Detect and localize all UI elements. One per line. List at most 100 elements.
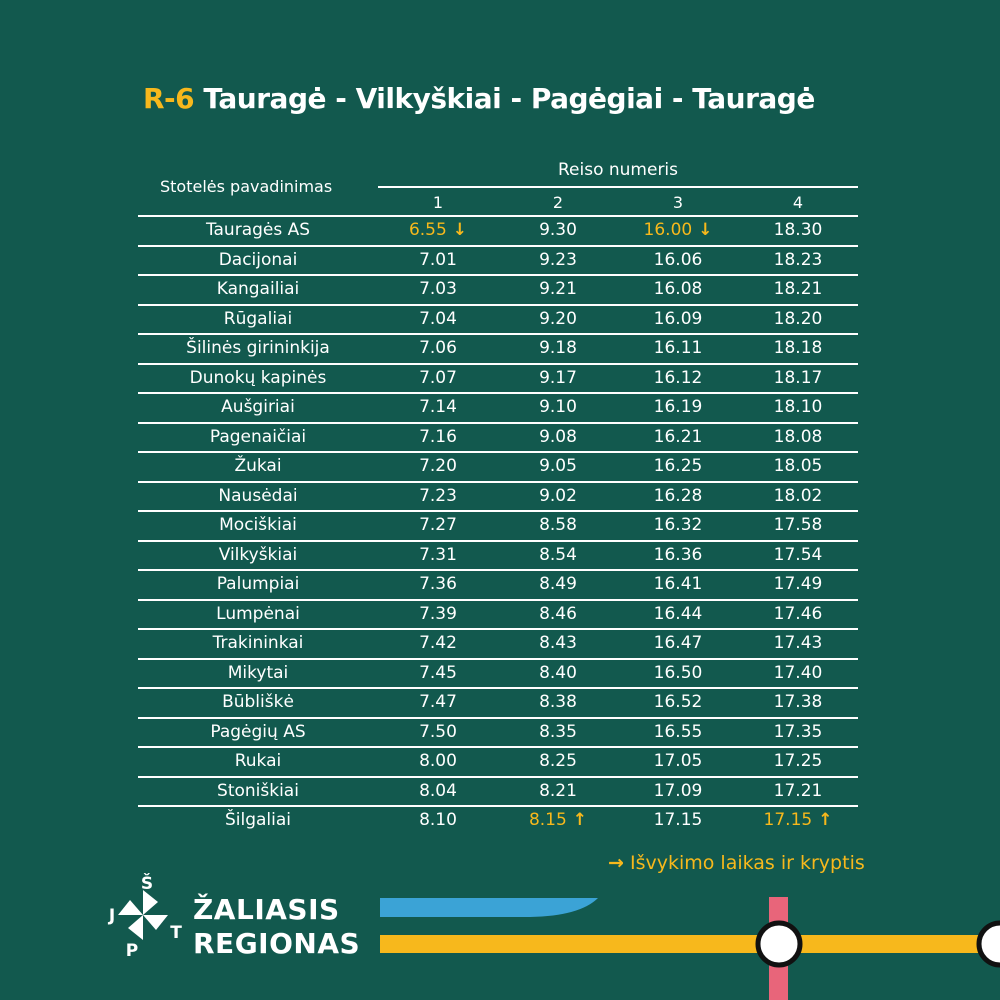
time-cell: 7.47: [378, 687, 498, 718]
time-cell: 7.42: [378, 628, 498, 659]
trip-number-3: 3: [672, 193, 684, 212]
arrow-down-icon: ↓: [698, 220, 713, 241]
time-value: 16.50: [653, 662, 703, 683]
time-value: 18.30: [773, 220, 823, 241]
time-value: 17.05: [653, 751, 703, 772]
stop-name: Kangailiai: [138, 274, 378, 305]
time-value: 7.06: [419, 338, 457, 359]
time-cell: 7.01: [378, 244, 498, 275]
time-cell: 7.23: [378, 480, 498, 511]
time-value: 18.05: [773, 456, 823, 477]
time-cell: 17.40: [738, 657, 858, 688]
time-cell: 8.25: [498, 746, 618, 777]
time-value: 17.46: [773, 603, 823, 624]
time-value: 16.44: [653, 603, 703, 624]
time-cell: 16.52: [618, 687, 738, 718]
time-cell: 17.15: [618, 805, 738, 835]
time-cell: 16.36: [618, 539, 738, 570]
time-value: 17.38: [773, 692, 823, 713]
table-row: Žukai 7.20 9.05 16.25 18.05: [138, 451, 858, 482]
time-cell: 18.21: [738, 274, 858, 305]
stop-name: Pagėgių AS: [138, 716, 378, 747]
time-cell: 18.02: [738, 480, 858, 511]
logo-letter-j: J: [108, 906, 115, 926]
transit-line-decoration: [380, 897, 1000, 1000]
table-row: Pagenaičiai 7.16 9.08 16.21 18.08: [138, 421, 858, 452]
time-cell: 8.54: [498, 539, 618, 570]
time-value: 16.00: [643, 220, 693, 241]
time-value: 17.49: [773, 574, 823, 595]
time-cell: 16.44: [618, 598, 738, 629]
time-cell: 9.20: [498, 303, 618, 334]
time-cell: 8.58: [498, 510, 618, 541]
table-row: Rukai 8.00 8.25 17.05 17.25: [138, 746, 858, 777]
time-value: 7.20: [419, 456, 457, 477]
table-row: Mikytai 7.45 8.40 16.50 17.40: [138, 657, 858, 688]
stop-name: Dacijonai: [138, 244, 378, 275]
brand-line-1: ŽALIASIS: [193, 893, 340, 926]
time-cell: 18.18: [738, 333, 858, 364]
time-value: 16.55: [653, 721, 703, 742]
time-cell: 16.28: [618, 480, 738, 511]
brand-line-2: REGIONAS: [193, 927, 361, 960]
time-value: 7.39: [419, 603, 457, 624]
stop-name: Rukai: [138, 746, 378, 777]
table-row: Mociškiai 7.27 8.58 16.32 17.58: [138, 510, 858, 541]
time-value: 18.17: [773, 367, 823, 388]
stop-name: Pagenaičiai: [138, 421, 378, 452]
time-cell: 9.21: [498, 274, 618, 305]
time-value: 7.23: [419, 485, 457, 506]
time-cell: 6.55 ↓: [378, 215, 498, 246]
time-cell: 17.35: [738, 716, 858, 747]
time-value: 18.02: [773, 485, 823, 506]
stop-name: Tauragės AS: [138, 215, 378, 246]
trip-column-header: Reiso numeris: [557, 160, 679, 180]
time-value: 7.04: [419, 308, 457, 329]
time-value: 8.35: [539, 721, 577, 742]
time-value: 17.25: [773, 751, 823, 772]
time-cell: 18.30: [738, 215, 858, 246]
table-row: Stoniškiai 8.04 8.21 17.09 17.21: [138, 775, 858, 806]
time-cell: 8.00: [378, 746, 498, 777]
arrow-down-icon: ↓: [452, 220, 468, 241]
time-value: 7.42: [419, 633, 457, 654]
time-value: 16.11: [653, 338, 703, 359]
time-cell: 7.07: [378, 362, 498, 393]
time-value: 8.54: [539, 544, 577, 565]
time-cell: 9.05: [498, 451, 618, 482]
time-value: 8.38: [539, 692, 577, 713]
time-value: 16.09: [653, 308, 703, 329]
trip-number-1: 1: [432, 193, 444, 212]
table-row: Pagėgių AS 7.50 8.35 16.55 17.35: [138, 716, 858, 747]
time-cell: 8.35: [498, 716, 618, 747]
time-cell: 7.14: [378, 392, 498, 423]
time-cell: 7.20: [378, 451, 498, 482]
time-value: 18.08: [773, 426, 823, 447]
time-value: 7.14: [419, 397, 457, 418]
time-cell: 7.04: [378, 303, 498, 334]
time-cell: 9.10: [498, 392, 618, 423]
time-cell: 7.27: [378, 510, 498, 541]
time-value: 17.54: [773, 544, 823, 565]
time-cell: 17.49: [738, 569, 858, 600]
time-cell: 7.06: [378, 333, 498, 364]
table-row: Būbliškė 7.47 8.38 16.52 17.38: [138, 687, 858, 718]
time-value: 17.21: [773, 780, 823, 801]
time-value: 17.09: [653, 780, 703, 801]
time-cell: 17.54: [738, 539, 858, 570]
table-row: Šilinės girininkija 7.06 9.18 16.11 18.18: [138, 333, 858, 364]
time-value: 8.10: [419, 810, 457, 831]
time-value: 9.08: [539, 426, 577, 447]
time-value: 17.58: [773, 515, 823, 536]
table-row: Lumpėnai 7.39 8.46 16.44 17.46: [138, 598, 858, 629]
time-value: 18.21: [773, 279, 823, 300]
time-value: 16.36: [653, 544, 703, 565]
time-cell: 16.19: [618, 392, 738, 423]
legend: → Išvykimo laikas ir kryptis: [608, 852, 865, 874]
time-value: 7.07: [419, 367, 457, 388]
time-value: 9.18: [539, 338, 577, 359]
time-cell: 7.39: [378, 598, 498, 629]
time-value: 18.20: [773, 308, 823, 329]
time-cell: 18.08: [738, 421, 858, 452]
time-cell: 17.58: [738, 510, 858, 541]
